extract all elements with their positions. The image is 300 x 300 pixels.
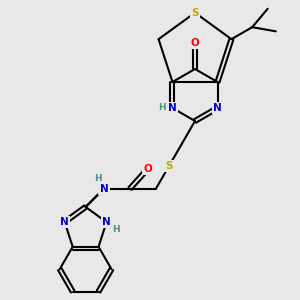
Text: N: N [100, 184, 108, 194]
Text: S: S [191, 8, 199, 18]
Text: S: S [165, 161, 173, 171]
Text: N: N [213, 103, 222, 113]
Text: N: N [60, 217, 69, 227]
Text: O: O [144, 164, 152, 173]
Text: N: N [102, 217, 111, 227]
Text: N: N [168, 103, 177, 113]
Text: H: H [94, 174, 102, 183]
Text: H: H [158, 103, 165, 112]
Text: O: O [190, 38, 200, 48]
Text: H: H [112, 225, 120, 234]
